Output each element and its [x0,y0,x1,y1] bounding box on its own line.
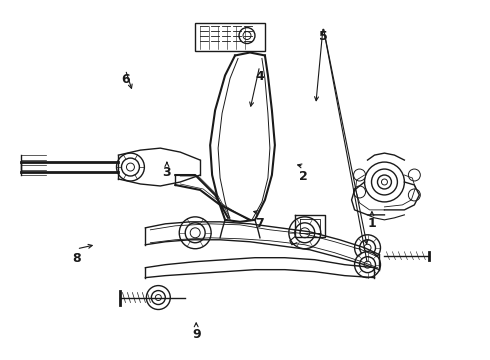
Circle shape [179,217,211,249]
Circle shape [408,189,420,201]
Text: 7: 7 [255,216,264,230]
Text: 1: 1 [368,216,376,230]
Text: 8: 8 [73,252,81,265]
Bar [195,23,265,50]
Text: 9: 9 [192,328,200,341]
Circle shape [354,169,366,181]
Text: 5: 5 [318,30,327,43]
Circle shape [355,252,380,278]
Text: 2: 2 [299,170,308,183]
Circle shape [117,153,145,181]
Circle shape [289,217,321,249]
Circle shape [355,235,380,261]
Text: 4: 4 [255,69,264,82]
Circle shape [354,186,366,198]
Circle shape [365,162,404,202]
Text: 3: 3 [163,166,171,179]
Circle shape [408,169,420,181]
Circle shape [147,285,171,310]
Text: 6: 6 [121,73,130,86]
